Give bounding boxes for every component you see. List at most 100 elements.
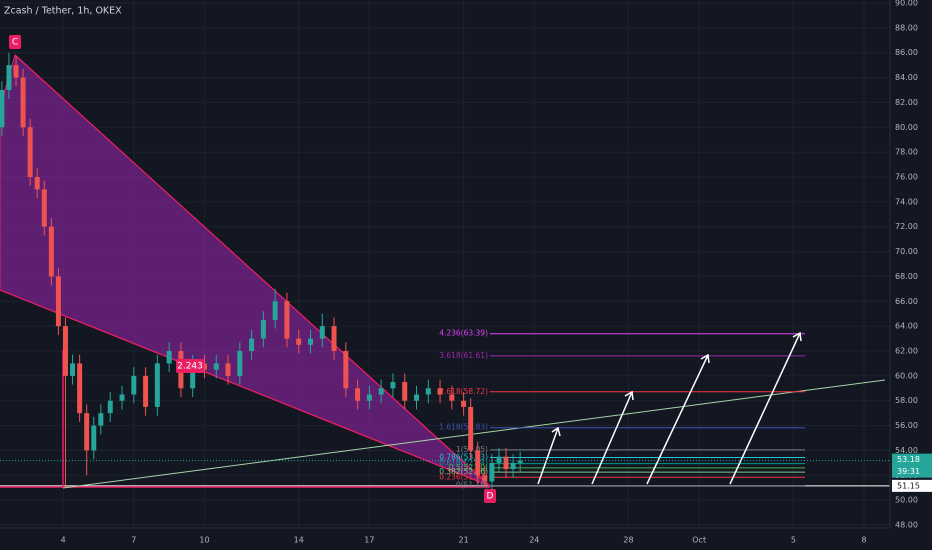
candle-body: [503, 456, 509, 470]
y-tick-label: 82.00: [895, 98, 918, 107]
fib-label: 3.618(61.61): [439, 351, 488, 360]
candle-body: [34, 176, 40, 190]
y-tick-label: 66.00: [895, 297, 918, 306]
x-tick-label: 14: [294, 536, 304, 545]
y-tick-label: 54.00: [895, 446, 918, 455]
candle-body: [390, 382, 396, 389]
candle-body: [449, 394, 455, 401]
y-tick-label: 84.00: [895, 73, 918, 82]
candle-body: [319, 326, 325, 339]
hline-box: [892, 479, 932, 492]
candle-body: [468, 406, 474, 451]
chart-title: Zcash / Tether, 1h, OKEX: [4, 6, 122, 17]
candle-body: [413, 394, 419, 401]
pattern-point: [9, 35, 21, 49]
y-tick-label: 48.00: [895, 521, 918, 530]
candle-body: [143, 375, 149, 407]
candle-body: [20, 77, 26, 128]
candle-body: [366, 394, 372, 401]
arrow: [646, 353, 710, 485]
candle-body: [62, 326, 68, 376]
candle-body: [402, 382, 408, 401]
fib-label: 4.236(63.39): [439, 329, 488, 338]
candle-body: [489, 462, 495, 482]
y-tick-label: 80.00: [895, 123, 918, 132]
candle-body: [55, 276, 61, 327]
candle-body: [84, 413, 90, 451]
candle-body: [48, 226, 54, 277]
pattern-label: 2.243: [177, 362, 203, 372]
x-tick-label: 4: [61, 536, 66, 545]
last-price-box: [892, 453, 932, 478]
candle-body: [437, 388, 443, 395]
y-tick-label: 72.00: [895, 222, 918, 231]
candle-body: [475, 450, 481, 476]
arrows: [537, 331, 802, 485]
x-tick-label: 24: [529, 536, 539, 545]
candle-body: [213, 363, 219, 370]
candle-body: [272, 301, 278, 320]
pattern-leg: [14, 54, 491, 487]
pattern-point: [484, 489, 496, 503]
candle-body: [107, 400, 113, 414]
fib-label: 0(51.16): [456, 481, 488, 490]
fib-label: 0.5(52.60): [449, 463, 488, 472]
x-tick-label: 8: [862, 536, 867, 545]
x-tick-label: 17: [364, 536, 374, 545]
candle-body: [6, 65, 12, 90]
x-tick-label: 21: [459, 536, 469, 545]
candle-body: [461, 400, 467, 407]
pattern-leg: [0, 289, 491, 487]
candle-body: [225, 363, 231, 376]
fib-label: 0.786(53.43): [439, 453, 488, 462]
y-tick-label: 64.00: [895, 322, 918, 331]
y-tick-label: 62.00: [895, 347, 918, 356]
candle-body: [190, 363, 196, 389]
y-tick-label: 74.00: [895, 197, 918, 206]
candle-body: [517, 460, 523, 463]
candle-body: [131, 375, 137, 395]
y-tick-label: 90.00: [895, 0, 918, 7]
fib-levels: 4.236(63.39) 3.618(61.61) 2.618(58.72) 1.61…: [439, 329, 805, 490]
candle-body: [77, 363, 83, 414]
pattern-label: D: [487, 492, 494, 502]
y-tick-label: 78.00: [895, 148, 918, 157]
y-tick-label: 58.00: [895, 396, 918, 405]
arrow: [729, 331, 802, 485]
candle-body: [91, 425, 97, 451]
pattern-point: [176, 359, 204, 373]
candle-body: [0, 89, 5, 128]
last-price-label: 53.18: [897, 455, 920, 464]
candle-body: [201, 363, 207, 370]
y-tick-label: 68.00: [895, 272, 918, 281]
hline-label: 51.15: [897, 481, 920, 490]
candle-body: [425, 388, 431, 395]
candle-body: [510, 462, 516, 470]
y-tick-label: 86.00: [895, 48, 918, 57]
candle-body: [482, 475, 488, 482]
candle-body: [27, 127, 33, 177]
fib-label: 1.618(55.83): [439, 423, 488, 432]
y-tick-label: 88.00: [895, 23, 918, 32]
candle-body: [260, 319, 266, 339]
y-tick-label: 76.00: [895, 172, 918, 181]
arrow: [537, 426, 561, 485]
candle-body: [284, 301, 290, 339]
candle-body: [496, 456, 502, 463]
pattern-label: C: [12, 38, 18, 48]
fib-label: 2.618(58.72): [439, 387, 488, 396]
y-tick-label: 60.00: [895, 371, 918, 380]
candle-body: [343, 351, 349, 389]
candle-body: [13, 65, 19, 78]
x-tick-label: 5: [791, 536, 796, 545]
candle-body: [70, 363, 76, 376]
candle-body: [296, 338, 302, 345]
fib-label: 0.236(51.84): [439, 472, 488, 481]
candle-body: [355, 388, 361, 401]
candle-body: [307, 338, 313, 345]
trend-line: [62, 379, 886, 489]
y-tick-label: 70.00: [895, 247, 918, 256]
